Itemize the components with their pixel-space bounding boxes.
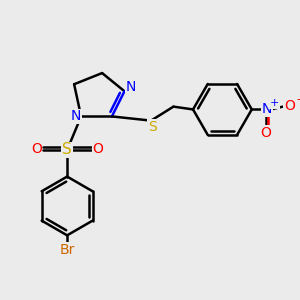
Text: O: O — [285, 98, 296, 112]
Text: Br: Br — [59, 243, 75, 257]
Text: -: - — [296, 93, 300, 106]
Text: S: S — [148, 120, 157, 134]
Text: N: N — [125, 80, 136, 94]
Text: S: S — [62, 142, 72, 158]
Text: N: N — [71, 110, 81, 123]
Text: +: + — [270, 98, 279, 108]
Text: N: N — [262, 102, 272, 116]
Text: O: O — [260, 126, 271, 140]
Text: O: O — [92, 142, 103, 156]
Text: O: O — [31, 142, 42, 156]
